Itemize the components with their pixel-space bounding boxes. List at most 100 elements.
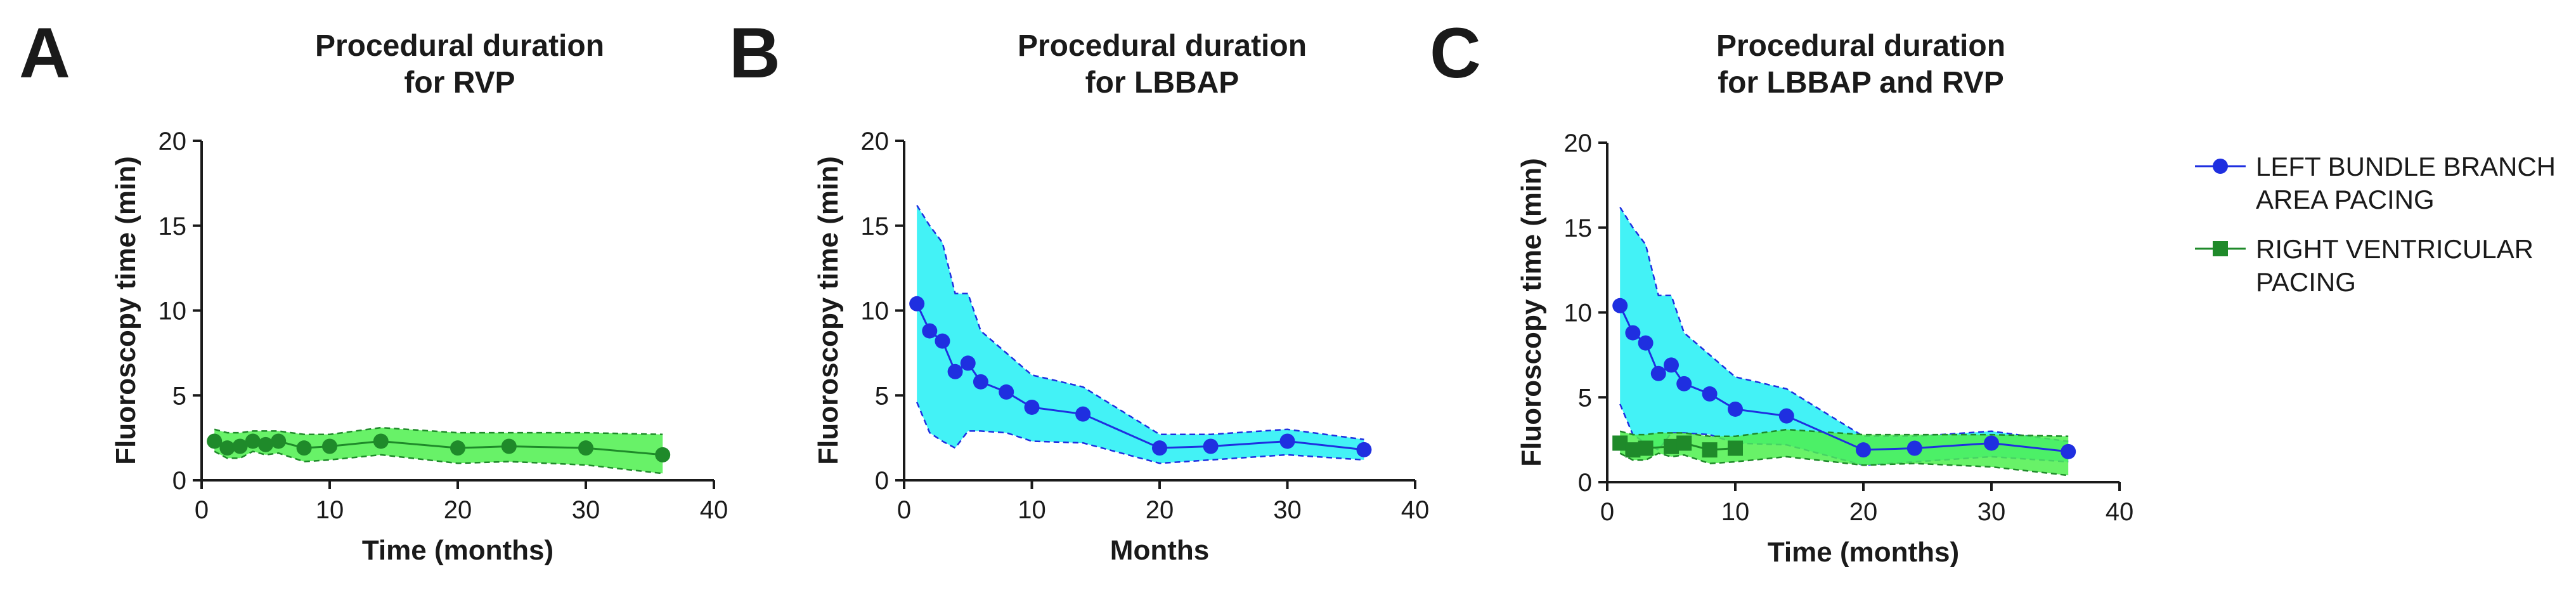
data-point-rvp xyxy=(1664,438,1679,454)
chart-title-line-1: Procedural duration xyxy=(1018,29,1307,63)
x-tick-label: 10 xyxy=(1018,496,1046,524)
data-point-lbbap xyxy=(960,355,976,371)
ci-upper-rvp xyxy=(214,426,663,436)
y-tick-label: 10 xyxy=(1564,299,1593,327)
chart-title-line-1: Procedural duration xyxy=(1716,29,2005,63)
ci-band-rvp xyxy=(214,428,663,474)
data-point-rvp xyxy=(271,433,287,449)
data-point-rvp xyxy=(578,440,593,456)
x-tick-label: 20 xyxy=(444,496,472,524)
chart-title-line-2: for LBBAP and RVP xyxy=(1718,66,2004,100)
y-tick-label: 5 xyxy=(875,382,889,410)
x-tick-label: 10 xyxy=(1721,498,1750,526)
y-tick-label: 20 xyxy=(159,128,187,155)
data-point-lbbap xyxy=(1279,433,1295,449)
data-point-rvp xyxy=(232,438,248,454)
panel-letter-a: A xyxy=(19,13,70,93)
x-tick-label: 0 xyxy=(195,496,209,524)
data-point-rvp xyxy=(1728,440,1743,456)
data-point-rvp xyxy=(450,440,465,456)
data-point-rvp xyxy=(245,433,261,449)
x-tick-label: 30 xyxy=(1273,496,1302,524)
data-point-lbbap xyxy=(909,296,925,311)
y-tick-label: 5 xyxy=(172,382,186,410)
data-point-lbbap xyxy=(2061,443,2076,459)
data-point-rvp xyxy=(219,440,235,456)
data-point-rvp xyxy=(1638,440,1654,456)
data-point-rvp xyxy=(501,438,517,454)
y-tick-label: 20 xyxy=(861,128,890,155)
x-tick-label: 20 xyxy=(1146,496,1174,524)
y-tick-label: 15 xyxy=(1564,214,1593,242)
x-tick-label: 30 xyxy=(1977,498,2006,526)
data-point-lbbap xyxy=(1984,435,1999,451)
data-point-lbbap xyxy=(1650,365,1666,381)
data-point-rvp xyxy=(322,438,337,454)
x-axis-label: Months xyxy=(1110,535,1209,566)
legend-item-lbbap: LEFT BUNDLE BRANCH AREA PACING xyxy=(2195,152,2556,214)
legend-marker xyxy=(2213,241,2228,256)
data-point-rvp xyxy=(1702,442,1718,458)
x-tick-label: 20 xyxy=(1849,498,1878,526)
y-tick-label: 10 xyxy=(861,298,890,325)
data-point-lbbap xyxy=(922,323,938,339)
data-point-lbbap xyxy=(1024,399,1040,415)
y-axis-label: Fluoroscopy time (min) xyxy=(813,156,844,464)
ci-band-lbbap xyxy=(917,205,1364,464)
x-tick-label: 40 xyxy=(700,496,728,524)
data-point-lbbap xyxy=(1778,408,1794,424)
data-point-rvp xyxy=(655,447,671,462)
legend-label-line: RIGHT VENTRICULAR xyxy=(2256,234,2534,264)
data-point-rvp xyxy=(207,433,223,449)
x-axis-label: Time (months) xyxy=(1768,537,1959,568)
data-point-lbbap xyxy=(1638,335,1654,351)
data-point-rvp xyxy=(258,436,273,452)
data-point-rvp xyxy=(1625,442,1641,458)
chart-title-line-2: for RVP xyxy=(404,66,515,100)
y-tick-label: 20 xyxy=(1564,129,1593,157)
x-tick-label: 0 xyxy=(897,496,911,524)
legend: LEFT BUNDLE BRANCH AREA PACING RIGHT VENTR… xyxy=(2195,152,2556,297)
chart-title-line-2: for LBBAP xyxy=(1085,66,1239,100)
chart-title-line-1: Procedural duration xyxy=(315,29,604,63)
x-tick-label: 40 xyxy=(1401,496,1430,524)
y-tick-label: 0 xyxy=(875,467,889,495)
data-point-lbbap xyxy=(1702,386,1718,402)
x-tick-label: 10 xyxy=(316,496,344,524)
data-point-lbbap xyxy=(973,374,988,390)
ci-band-lbbap xyxy=(1620,207,2069,466)
y-tick-label: 0 xyxy=(172,467,186,495)
data-point-lbbap xyxy=(1612,298,1628,313)
ci-upper-rvp xyxy=(1619,428,2069,438)
data-point-lbbap xyxy=(947,364,963,379)
data-point-lbbap xyxy=(935,333,950,349)
y-tick-label: 10 xyxy=(159,298,187,325)
panel-letter-b: B xyxy=(729,13,780,93)
ci-upper-lbbap xyxy=(916,204,1364,441)
y-axis-label: Fluoroscopy time (min) xyxy=(110,156,141,464)
y-tick-label: 15 xyxy=(861,213,890,240)
data-point-lbbap xyxy=(1728,401,1743,417)
x-tick-label: 0 xyxy=(1600,498,1614,526)
data-point-lbbap xyxy=(1676,376,1692,391)
data-point-lbbap xyxy=(1664,357,1679,373)
data-point-rvp xyxy=(1612,435,1628,451)
x-axis-label: Time (months) xyxy=(362,535,553,566)
data-point-lbbap xyxy=(1856,442,1871,458)
data-point-rvp xyxy=(373,433,389,449)
panel-letter-c: C xyxy=(1430,13,1481,93)
data-point-lbbap xyxy=(1203,438,1219,454)
y-tick-label: 15 xyxy=(159,213,187,240)
legend-label-line: PACING xyxy=(2256,267,2356,297)
data-point-lbbap xyxy=(1152,440,1167,456)
data-point-lbbap xyxy=(1906,440,1922,456)
legend-marker xyxy=(2213,159,2228,174)
data-point-lbbap xyxy=(1356,442,1372,457)
y-tick-label: 0 xyxy=(1578,469,1592,497)
ci-lower-lbbap xyxy=(916,402,1364,464)
